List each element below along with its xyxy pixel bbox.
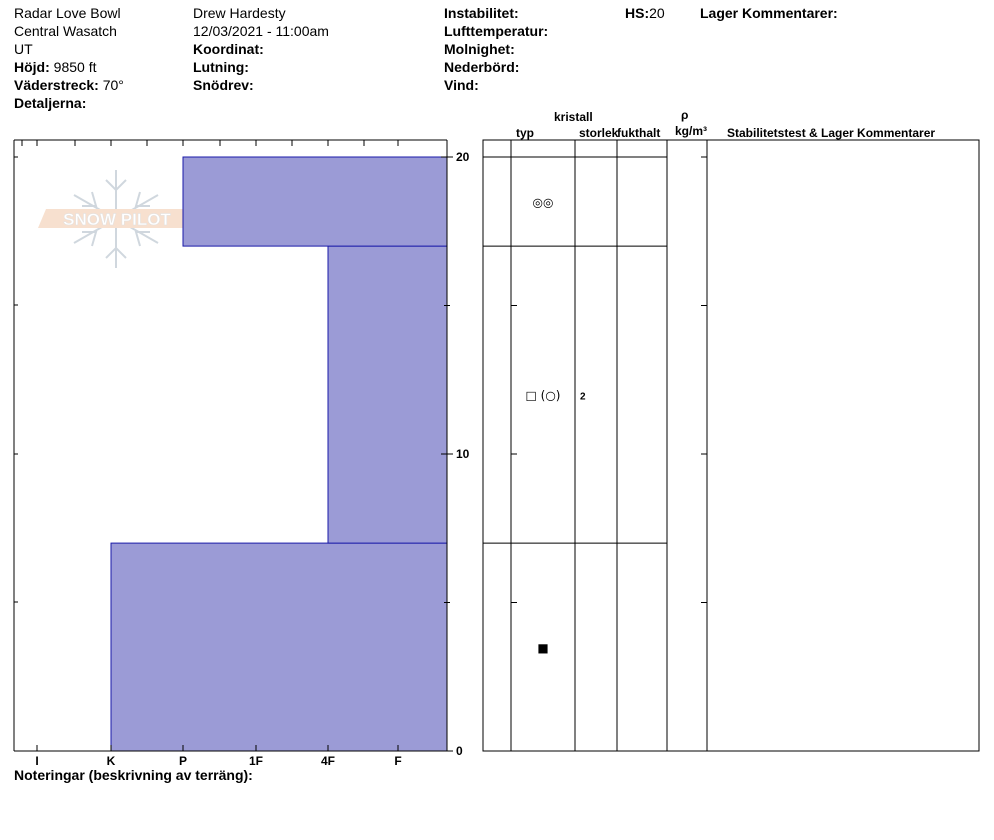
wind-label: Vind:	[444, 77, 479, 93]
grain-type-0: ■	[537, 641, 548, 655]
rho-header: ρ	[681, 108, 689, 122]
layer-comments-label: Lager Kommentarer:	[700, 5, 838, 21]
hardness-label-K: K	[107, 754, 116, 768]
size-header: storlek	[579, 126, 619, 140]
sky-label: Molnighet:	[444, 41, 515, 57]
hardness-label-I: I	[35, 754, 38, 768]
details-label: Detaljerna:	[14, 95, 87, 111]
state: UT	[14, 41, 33, 57]
aspect: Väderstreck: 70°	[14, 76, 124, 94]
notes-label: Noteringar (beskrivning av terräng):	[14, 767, 253, 783]
hardness-layer-0	[110, 542, 448, 752]
air-temp-label: Lufttemperatur:	[444, 23, 549, 39]
stability-header: Stabilitetstest & Lager Kommentarer	[727, 126, 936, 140]
snow-height-value: 20	[649, 5, 665, 21]
density-unit-header: kg/m³	[675, 124, 708, 138]
observation-datetime: 12/03/2021 - 11:00am	[193, 23, 329, 39]
moisture-header: fukthalt	[617, 126, 661, 140]
hardness-label-1F: 1F	[249, 754, 263, 768]
coordinate-label: Koordinat:	[193, 41, 264, 57]
logo-text: SNOW PILOT	[63, 210, 171, 229]
elevation: Höjd: 9850 ft	[14, 58, 96, 76]
hardness-label-P: P	[179, 754, 187, 768]
precip-label: Nederbörd:	[444, 59, 520, 75]
depth-label-20: 20	[456, 150, 470, 164]
layer-table-frame	[482, 139, 980, 752]
slope-label: Lutning:	[193, 59, 249, 75]
instability-label: Instabilitet:	[444, 5, 519, 21]
snow-pilot-logo: SNOW PILOT	[38, 170, 196, 268]
aspect-value: 70°	[102, 77, 124, 93]
mountain-range: Central Wasatch	[14, 23, 117, 39]
observer-name: Drew Hardesty	[193, 5, 286, 21]
aspect-label: Väderstreck:	[14, 77, 99, 93]
snow-height-label: HS:	[625, 5, 650, 21]
location-name: Radar Love Bowl	[14, 5, 121, 21]
grain-size-1: 2	[580, 392, 586, 403]
crystal-header: kristall	[554, 110, 593, 124]
depth-label-10: 10	[456, 447, 470, 461]
wind-loading-label: Snödrev:	[193, 77, 254, 93]
grain-type-2: ◎◎	[533, 196, 554, 210]
snow-height: HS:20	[625, 4, 665, 22]
hardness-label-F: F	[394, 754, 401, 768]
hardness-layer-2	[182, 156, 448, 247]
depth-label-0: 0	[456, 744, 463, 758]
grain-type-1: □ (○)	[526, 389, 561, 403]
type-header: typ	[516, 126, 534, 140]
hardness-label-4F: 4F	[321, 754, 335, 768]
elevation-value: 9850 ft	[53, 59, 97, 75]
hardness-layer-1	[327, 245, 448, 544]
elevation-label: Höjd:	[14, 59, 50, 75]
